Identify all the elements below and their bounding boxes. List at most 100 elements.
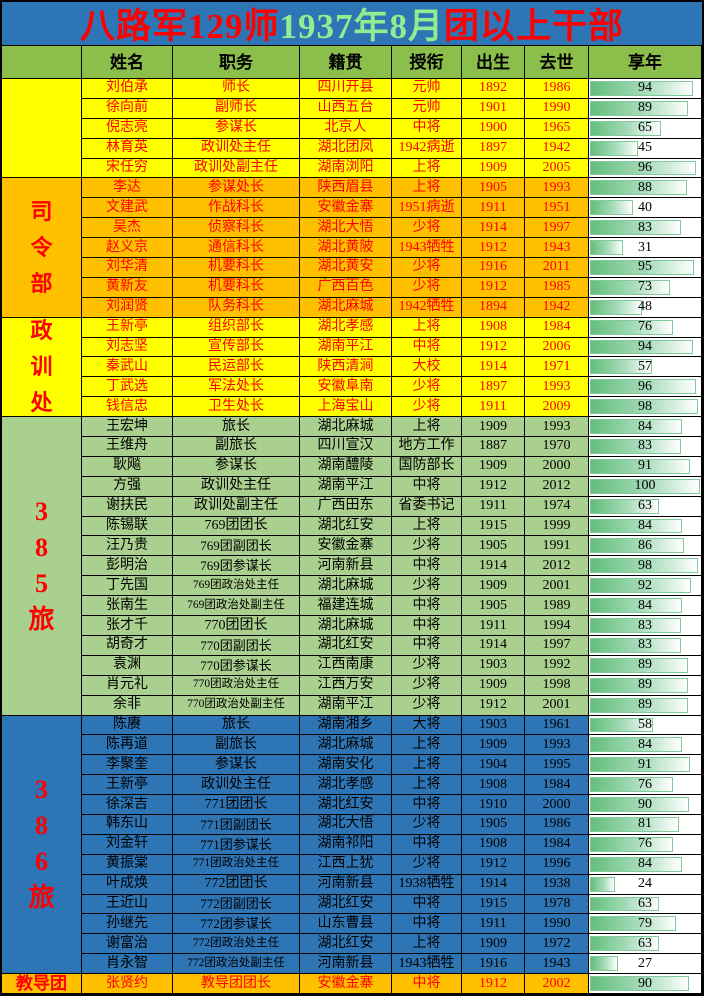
age-data-bar [590,498,659,514]
rank-cell: 少将 [392,655,462,676]
birthplace-cell: 广西田东 [300,496,392,517]
group-label-char: 3 [35,496,48,526]
birthplace-cell: 上海宝山 [300,397,392,418]
age-value: 84 [638,597,652,613]
age-value: 58 [638,716,652,732]
death-year-cell: 2002 [525,974,589,994]
death-year-cell: 2001 [525,576,589,597]
column-header-7: 享年 [589,46,702,79]
age-bar-cell: 83 [589,635,702,656]
rank-cell: 上将 [392,735,462,756]
death-year-cell: 2012 [525,476,589,497]
birth-year-cell: 1905 [462,596,525,617]
rank-cell: 1942病逝 [392,138,462,159]
position-cell: 政训处副主任 [173,496,300,517]
death-year-cell: 1971 [525,357,589,378]
age-bar-cell: 90 [589,974,702,994]
birth-year-cell: 1915 [462,516,525,537]
death-year-cell: 1990 [525,98,589,119]
birthplace-cell: 湖北麻城 [300,417,392,438]
birthplace-cell: 河南新县 [300,556,392,577]
age-bar-cell: 48 [589,297,702,318]
death-year-cell: 2000 [525,456,589,477]
group-label-char: 3 [35,775,48,805]
position-cell: 师长 [173,79,300,99]
birthplace-cell: 江西万安 [300,675,392,696]
birthplace-cell: 湖南平江 [300,476,392,497]
age-bar-cell: 83 [589,616,702,636]
column-header-3: 籍贯 [300,46,392,79]
group-label-headquarters: 司令部 [2,178,82,318]
name-cell: 刘志坚 [82,337,173,358]
birthplace-cell: 湖北麻城 [300,735,392,756]
birth-year-cell: 1903 [462,655,525,676]
age-data-bar [590,816,679,832]
death-year-cell: 1986 [525,814,589,835]
age-data-bar [590,916,677,932]
age-bar-cell: 65 [589,118,702,139]
age-value: 83 [638,438,652,454]
age-value: 91 [638,458,652,474]
birthplace-cell: 安徽金寨 [300,536,392,557]
position-cell: 参谋长 [173,118,300,139]
birthplace-cell: 陕西清涧 [300,357,392,378]
rank-cell: 中将 [392,616,462,636]
age-data-bar [590,100,688,116]
age-data-bar [590,618,681,633]
age-value: 96 [638,160,652,175]
name-cell: 徐深吉 [82,795,173,815]
age-data-bar [590,757,690,773]
position-cell: 771团团长 [173,795,300,815]
position-cell: 军法处长 [173,377,300,398]
name-cell: 陈锡联 [82,516,173,537]
birth-year-cell: 1914 [462,874,525,895]
age-value: 94 [638,80,652,96]
rank-cell: 中将 [392,974,462,994]
age-data-bar [590,578,692,594]
birthplace-cell: 湖南祁阳 [300,834,392,855]
death-year-cell: 1951 [525,198,589,219]
age-data-bar [590,697,688,713]
birth-year-cell: 1909 [462,158,525,179]
death-year-cell: 1984 [525,775,589,796]
death-year-cell: 2000 [525,795,589,815]
age-data-bar [590,359,652,375]
birthplace-cell: 北京人 [300,118,392,139]
death-year-cell: 2006 [525,337,589,358]
age-value: 84 [638,736,652,752]
death-year-cell: 1997 [525,635,589,656]
rank-cell: 中将 [392,914,462,935]
position-cell: 参谋长 [173,755,300,776]
age-value: 83 [638,617,652,633]
birthplace-cell: 湖北麻城 [300,616,392,636]
rank-cell: 中将 [392,894,462,915]
death-year-cell: 1970 [525,437,589,457]
age-value: 83 [638,219,652,235]
death-year-cell: 1995 [525,755,589,776]
group-label-char: 司 [30,198,53,224]
column-header-2: 职务 [173,46,300,79]
rank-cell: 上将 [392,775,462,796]
age-value: 31 [638,239,652,255]
position-cell: 副旅长 [173,735,300,756]
age-value: 89 [638,100,652,116]
position-cell: 770团政治处副主任 [173,695,300,716]
age-bar-cell: 98 [589,397,702,418]
rank-cell: 上将 [392,178,462,199]
age-data-bar [590,637,681,653]
position-cell: 770团参谋长 [173,655,300,676]
position-cell: 769团副团长 [173,536,300,557]
rank-cell: 上将 [392,516,462,537]
position-cell: 通信科长 [173,238,300,259]
birthplace-cell: 湖北孝感 [300,317,392,338]
birth-year-cell: 1916 [462,954,525,975]
rank-cell: 1942牺牲 [392,297,462,318]
birth-year-cell: 1908 [462,317,525,338]
birthplace-cell: 福建连城 [300,596,392,617]
rank-cell: 少将 [392,397,462,418]
rank-cell: 上将 [392,317,462,338]
group-label-char: 部 [30,270,53,296]
age-bar-cell: 100 [589,476,702,497]
age-data-bar [590,856,683,872]
age-value: 63 [638,895,652,911]
